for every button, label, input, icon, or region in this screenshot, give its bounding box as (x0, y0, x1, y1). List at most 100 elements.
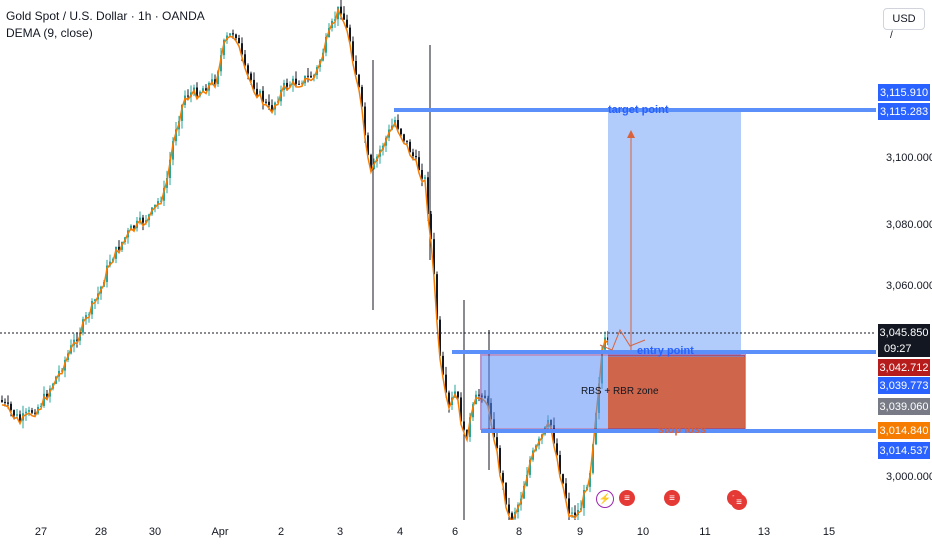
candle-body (229, 33, 231, 36)
candle-body (367, 135, 369, 155)
candle-body (187, 95, 189, 97)
candle-body (553, 425, 555, 444)
candle-body (583, 489, 585, 509)
us-flag-icon[interactable]: ≡ (731, 494, 747, 510)
candle-body (259, 90, 261, 95)
candle-body (589, 472, 591, 487)
time-tick: 27 (34, 526, 48, 538)
lightning-icon[interactable]: ⚡ (596, 490, 614, 508)
candle-body (325, 37, 327, 53)
candle-body (1, 400, 3, 402)
candle-body (196, 87, 198, 96)
time-axis[interactable] (0, 520, 876, 550)
symbol-title[interactable]: Gold Spot / U.S. Dollar · 1h · OANDA (6, 9, 205, 23)
candle-body (211, 79, 213, 83)
price-chart[interactable] (0, 0, 876, 520)
candle-body (421, 170, 423, 179)
countdown-badge: 09:27 (878, 340, 930, 357)
time-tick: 9 (576, 526, 584, 538)
candle-body (301, 83, 303, 85)
candle-body (505, 482, 507, 505)
candle-body (472, 404, 474, 418)
chart-area[interactable]: Gold Spot / U.S. Dollar · 1h · OANDA DEM… (0, 0, 876, 520)
candle-body (415, 155, 417, 158)
candle-body (172, 141, 174, 160)
candle-body (508, 504, 510, 514)
candle-body (28, 410, 30, 412)
candle-body (262, 90, 264, 102)
candle-body (133, 225, 135, 229)
candle-body (355, 60, 357, 75)
candle-body (10, 403, 12, 411)
candle-body (400, 128, 402, 135)
candle-body (238, 38, 240, 44)
time-tick: 4 (396, 526, 404, 538)
candle-body (430, 214, 432, 240)
candle-body (445, 374, 447, 393)
candle-body (529, 459, 531, 475)
candle-body (139, 217, 141, 221)
candle-body (169, 159, 171, 178)
price-tick: 3,080.000 (886, 219, 932, 231)
candle-body (346, 19, 348, 28)
candle-body (181, 104, 183, 121)
time-tick: 30 (148, 526, 162, 538)
candle-body (478, 394, 480, 396)
indicator-label[interactable]: DEMA (9, close) (6, 26, 93, 40)
candle-body (265, 101, 267, 103)
candle-body (370, 154, 372, 169)
candle-body (442, 355, 444, 375)
us-flag-icon[interactable]: ≡ (664, 490, 680, 506)
currency-button[interactable]: USD (883, 8, 925, 30)
candle-body (142, 217, 144, 223)
us-flag-icon[interactable]: ≡ (619, 490, 635, 506)
candle-body (562, 474, 564, 484)
candle-body (202, 88, 204, 92)
time-tick: 15 (822, 526, 836, 538)
candle-body (214, 79, 216, 85)
price-badge-gray: 3,039.060 (878, 398, 930, 415)
candle-body (424, 177, 426, 179)
candle-body (349, 27, 351, 42)
candle-body (571, 512, 573, 514)
candle-body (310, 75, 312, 78)
candle-body (13, 410, 15, 416)
candle-body (244, 54, 246, 66)
time-tick: Apr (211, 526, 229, 538)
candle-body (397, 119, 399, 129)
candle-body (46, 393, 48, 397)
candle-body (16, 414, 18, 416)
candle-body (241, 43, 243, 55)
time-tick: 3 (336, 526, 344, 538)
candle-body (352, 41, 354, 61)
candle-body (592, 444, 594, 473)
candle-body (568, 498, 570, 514)
candle-body (298, 83, 300, 85)
candle-body (340, 6, 342, 14)
candle-body (223, 39, 225, 56)
candle-body (220, 55, 222, 72)
candle-body (145, 220, 147, 223)
stop-price-badge: 3,014.840 (878, 422, 930, 439)
candle-body (247, 65, 249, 74)
candle-body (460, 397, 462, 422)
candle-body (154, 204, 156, 208)
projection-path (599, 328, 646, 351)
candle-body (496, 437, 498, 449)
stop-zone-overlay (608, 357, 745, 428)
scale-marker: / (890, 30, 893, 41)
time-tick: 6 (451, 526, 459, 538)
candle-body (559, 455, 561, 475)
candle-body (289, 84, 291, 87)
candle-body (307, 75, 309, 77)
time-tick: 10 (636, 526, 650, 538)
candle-body (271, 105, 273, 110)
rbs-zone-label: RBS + RBR zone (581, 386, 659, 397)
candle-body (94, 299, 96, 302)
price-tick: 3,060.000 (886, 280, 932, 292)
candle-body (418, 157, 420, 171)
dema-line (1, 7, 609, 520)
candle-body (343, 13, 345, 20)
current-price-badge: 3,045.850 (878, 324, 930, 341)
candle-body (250, 73, 252, 80)
